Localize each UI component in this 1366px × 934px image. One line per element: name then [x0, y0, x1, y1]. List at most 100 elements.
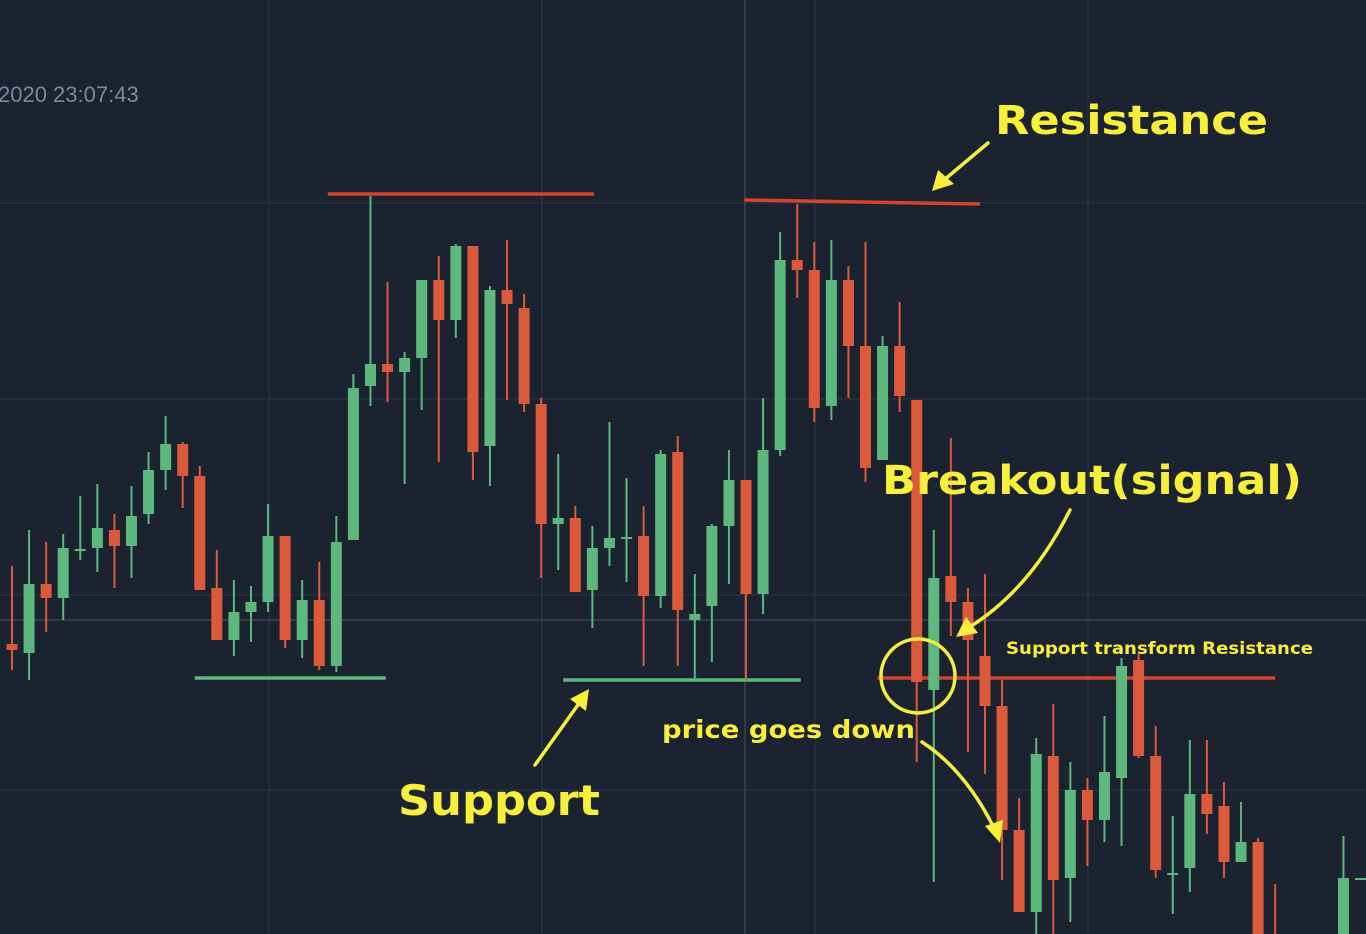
candle-bearish — [433, 256, 445, 462]
candle-body — [1116, 666, 1128, 778]
candle-body — [279, 536, 291, 640]
candle-body — [1064, 790, 1076, 878]
candle-bullish — [655, 450, 667, 608]
candle-body — [928, 578, 940, 690]
candle-body — [945, 576, 957, 602]
candle-bearish — [279, 536, 291, 648]
candle-body — [57, 548, 69, 598]
candle-bullish — [57, 534, 69, 620]
candle-bearish — [1150, 726, 1162, 878]
candle-bullish — [296, 580, 308, 658]
candle-body — [23, 584, 35, 653]
candle-body — [1355, 878, 1366, 880]
candle-bearish — [6, 566, 18, 670]
candle-body — [108, 530, 120, 546]
candle-bullish — [552, 454, 564, 570]
annotation-arrows — [533, 141, 1072, 843]
candle-body — [416, 280, 428, 358]
candle-body — [177, 444, 189, 476]
candle-body — [296, 600, 308, 640]
candle-body — [1150, 756, 1162, 870]
candle-body — [228, 612, 240, 640]
candle-body — [347, 388, 359, 540]
candle-body — [1013, 830, 1025, 912]
candle-body — [586, 548, 598, 590]
candle-bullish — [330, 516, 342, 672]
support-transform-resistance-label: Support transform Resistance — [1006, 639, 1313, 659]
candle-bearish — [672, 436, 684, 666]
candle-body — [245, 602, 257, 612]
candle-bullish — [74, 496, 86, 560]
candle-body — [194, 476, 206, 590]
candle-body — [484, 290, 496, 446]
candle-bullish — [91, 484, 103, 572]
candle-bullish — [1098, 716, 1110, 842]
candle-body — [757, 450, 769, 594]
candle-bullish — [1184, 740, 1196, 892]
candle-bearish — [1133, 654, 1145, 758]
candle-bearish — [860, 242, 871, 482]
candle-body — [91, 528, 103, 548]
candle-body — [125, 516, 137, 546]
price-down-arrow — [920, 740, 996, 830]
timestamp: 2020 23:07:43 — [0, 82, 139, 107]
candle-bullish — [399, 352, 411, 484]
candle-bearish — [1081, 778, 1093, 866]
resistance-arrowhead-icon — [932, 170, 954, 191]
candle-bullish — [450, 244, 462, 338]
candle-bullish — [706, 524, 718, 662]
candle-bearish — [569, 506, 581, 592]
candle-body — [501, 290, 513, 304]
candle-bullish — [228, 580, 240, 656]
resistance-line — [744, 198, 980, 206]
candle-bullish — [586, 526, 598, 628]
resistance-arrow — [942, 141, 990, 182]
candle-body — [894, 346, 906, 396]
candle-body — [330, 542, 342, 666]
candle-body — [1047, 756, 1059, 880]
candle-bearish — [40, 542, 52, 632]
candle-bearish — [791, 204, 803, 298]
candle-body — [825, 280, 837, 406]
candle-bearish — [177, 442, 189, 508]
candle-body — [638, 536, 650, 596]
breakout-arrowhead-icon — [956, 617, 978, 637]
candle-bearish — [501, 240, 513, 400]
candle-bearish — [382, 282, 394, 402]
candle-bullish — [1030, 738, 1042, 934]
candle-bullish — [364, 196, 376, 406]
candle-body — [672, 452, 684, 610]
candle-bearish — [894, 302, 906, 412]
candle-body — [433, 280, 445, 320]
candle-bullish — [245, 586, 257, 642]
candle-body — [535, 404, 547, 524]
candle-body — [877, 346, 889, 460]
candle-bearish — [518, 294, 530, 412]
candle-bearish — [740, 480, 752, 680]
candle-body — [791, 260, 803, 270]
candle-body — [1337, 878, 1349, 934]
candle-body — [774, 260, 786, 450]
candle-bullish — [416, 280, 428, 410]
candle-bearish — [1274, 884, 1277, 934]
candle-body — [808, 270, 820, 408]
candle-body — [399, 358, 411, 372]
candle-bullish — [1355, 878, 1366, 880]
candle-bearish — [962, 588, 974, 752]
candle-bearish — [211, 550, 223, 640]
price-down-arrowhead-icon — [985, 820, 1003, 843]
candles — [6, 196, 1366, 934]
candle-bearish — [535, 398, 547, 578]
candle-bullish — [757, 398, 769, 614]
candle-bearish — [313, 562, 325, 670]
candle-body — [996, 706, 1008, 830]
support-label: Support — [398, 776, 600, 825]
candle-body — [552, 518, 564, 524]
candle-body — [364, 364, 376, 386]
candle-bullish — [689, 574, 701, 678]
candle-body — [1218, 806, 1230, 862]
candle-bearish — [1252, 838, 1264, 934]
price-goes-down-label: price goes down — [662, 715, 915, 744]
candle-body — [1184, 794, 1196, 868]
candle-bullish — [928, 530, 940, 882]
